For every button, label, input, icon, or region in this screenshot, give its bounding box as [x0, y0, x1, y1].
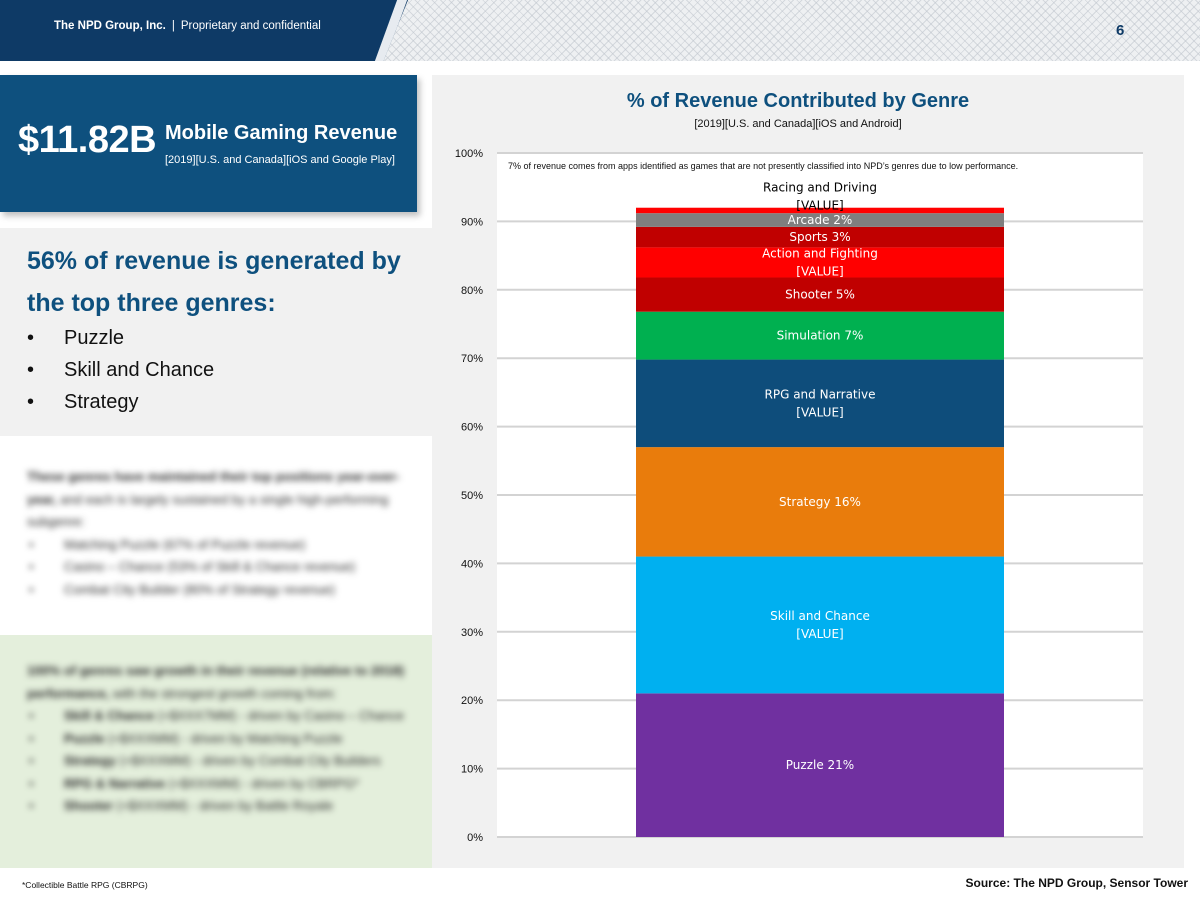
list-item-bold: RPG & Narrative — [64, 775, 166, 791]
chart-title: % of Revenue Contributed by Genre — [626, 90, 970, 112]
y-tick-label: 100% — [455, 148, 483, 160]
bar-segment-arcade — [636, 213, 1004, 227]
y-tick-label: 80% — [461, 285, 483, 297]
top-genres-list: Puzzle Skill and Chance Strategy — [27, 322, 214, 418]
kpi-subtitle: [2019][U.S. and Canada][iOS and Google P… — [165, 154, 395, 166]
list-item: Strategy (+$XXXMM) - driven by Combat Ci… — [27, 750, 407, 773]
bar-segment-action-and-fighting — [636, 247, 1004, 278]
bar-segment-puzzle — [636, 693, 1004, 837]
data-label: Strategy 16% — [779, 495, 861, 509]
data-label: Arcade 2% — [788, 213, 853, 227]
list-item-bold: Strategy — [64, 753, 117, 768]
list-item-rest: (+$XXXMM) - driven by Combat City Builde… — [116, 753, 381, 768]
blurred-paragraph-1: These genres have maintained their top p… — [27, 466, 407, 601]
kpi-value: $11.82B — [18, 119, 157, 161]
blurred-intro-bold: These genres have maintained their top p… — [27, 469, 400, 507]
y-tick-label: 10% — [461, 764, 483, 776]
bar-segment-racing-and-driving — [636, 207, 1004, 214]
list-item: Shooter (+$XXXMM) - driven by Battle Roy… — [27, 795, 407, 818]
bar-segment-shooter — [636, 277, 1004, 312]
y-tick-label: 30% — [461, 627, 483, 639]
kpi-box: $11.82B Mobile Gaming Revenue [2019][U.S… — [0, 75, 417, 212]
y-tick-label: 60% — [461, 422, 483, 434]
list-item-bold: Shooter — [64, 798, 114, 813]
list-item: Puzzle (+$XXXMM) - driven by Matching Pu… — [27, 728, 407, 751]
y-tick-label: 20% — [461, 695, 483, 707]
stacked-bar-chart: 0% 10% 20% 30% 40% 50% 60% 70% 80% 90% 100% Puzzle … — [455, 148, 1143, 844]
blurred-intro-rest: and each is largely sustained by a singl… — [27, 491, 389, 530]
y-tick-label: 40% — [461, 558, 483, 570]
blurred-intro-bold: 100% of genres saw growth in their reven… — [27, 663, 405, 701]
data-label: Action and Fighting — [762, 246, 878, 260]
list-item-rest: (+$XXXMM) - driven by CBRPG* — [165, 775, 360, 791]
y-tick-label: 90% — [461, 216, 483, 228]
data-label: Shooter 5% — [785, 288, 855, 302]
list-item: Casino – Chance (53% of Skill & Chance r… — [27, 556, 407, 579]
footnote: *Collectible Battle RPG (CBRPG) — [22, 880, 148, 890]
list-item-rest: (+$XXX7MM) - driven by Casino – Chance — [154, 708, 404, 723]
blurred-intro: These genres have maintained their top p… — [27, 466, 407, 534]
bar-segment-strategy — [636, 447, 1004, 557]
bar-segment-skill-and-chance — [636, 556, 1004, 694]
header-separator: | — [171, 20, 175, 32]
bar-segment-simulation — [636, 311, 1004, 360]
y-tick-label: 50% — [461, 490, 483, 502]
header-text: The NPD Group, Inc. | Proprietary and conf… — [54, 20, 321, 32]
data-label: Sports 3% — [789, 230, 850, 244]
list-item: RPG & Narrative (+$XXXMM) - driven by CB… — [27, 773, 407, 796]
company-name: The NPD Group, Inc. — [54, 20, 166, 32]
page-number: 6 — [1116, 22, 1125, 39]
source-credit: Source: The NPD Group, Sensor Tower — [965, 876, 1188, 890]
list-item: Strategy — [27, 386, 214, 418]
blurred-intro-rest: with the strongest growth coming from: — [109, 685, 337, 701]
chart-subtitle: [2019][U.S. and Canada][iOS and Android] — [694, 118, 902, 130]
kpi-title: Mobile Gaming Revenue — [165, 122, 398, 144]
data-label: [VALUE] — [796, 405, 843, 419]
list-item-rest: (+$XXXMM) - driven by Matching Puzzle — [104, 730, 343, 746]
list-item: Skill and Chance — [27, 354, 214, 386]
data-label: Simulation 7% — [777, 329, 864, 343]
chart-annotation: 7% of revenue comes from apps identified… — [508, 161, 1019, 171]
list-item-bold: Puzzle — [64, 730, 105, 746]
data-label: Racing and Driving — [763, 181, 877, 195]
list-item: Puzzle — [27, 322, 214, 354]
data-label: RPG and Narrative — [765, 387, 876, 401]
data-label: [VALUE] — [796, 627, 843, 641]
list-item: Skill & Chance (+$XXX7MM) - driven by Ca… — [27, 705, 407, 728]
header-band — [0, 0, 408, 61]
data-label: [VALUE] — [796, 199, 843, 213]
confidential-label: Proprietary and confidential — [180, 20, 321, 32]
data-label: [VALUE] — [796, 264, 843, 278]
data-label: Puzzle 21% — [786, 758, 854, 772]
bar-segment-sports — [636, 226, 1004, 248]
list-item-bold: Skill & Chance — [64, 708, 155, 723]
blurred-paragraph-2: 100% of genres saw growth in their reven… — [27, 660, 407, 818]
blurred-intro: 100% of genres saw growth in their reven… — [27, 660, 407, 705]
data-label: Skill and Chance — [770, 609, 870, 623]
y-tick-label: 70% — [461, 353, 483, 365]
list-item: Combat City Builder (80% of Strategy rev… — [27, 579, 407, 602]
highlight-headline: 56% of revenue is generated by the top t… — [27, 247, 401, 317]
list-item-rest: (+$XXXMM) - driven by Battle Royale — [113, 798, 334, 813]
bar-segment-rpg-and-narrative — [636, 359, 1004, 448]
list-item: Matching Puzzle (67% of Puzzle revenue) — [27, 534, 407, 557]
y-tick-label: 0% — [467, 832, 483, 844]
